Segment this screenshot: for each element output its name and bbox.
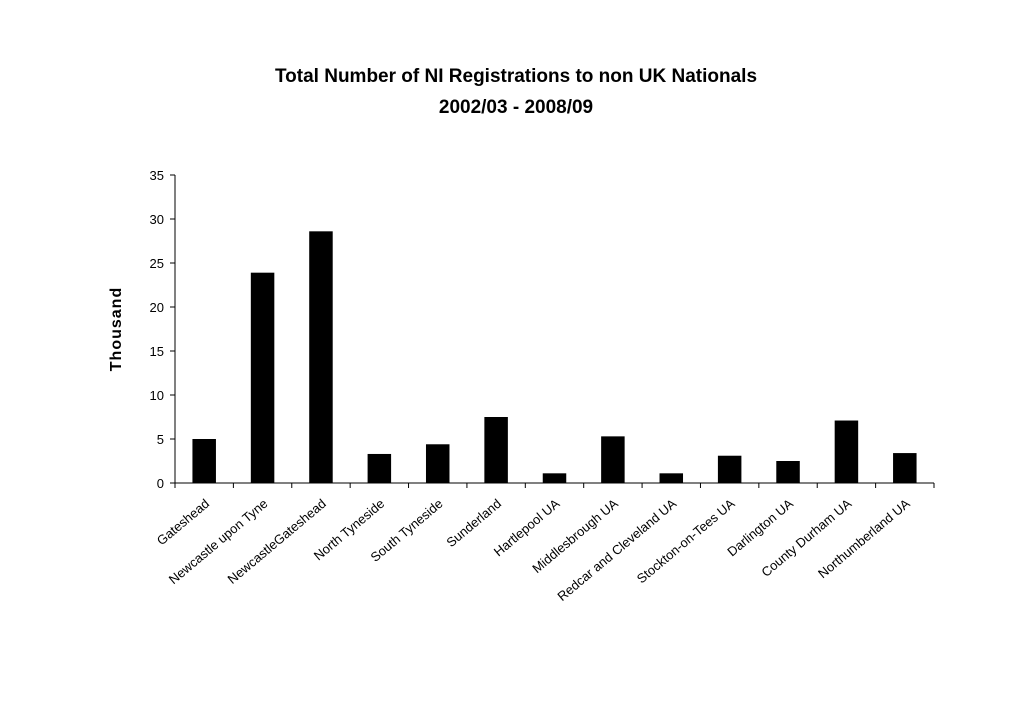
bar: [834, 420, 859, 483]
bar: [309, 231, 333, 483]
bars-group: [192, 231, 917, 483]
x-tick-label: Newcastle upon Tyne: [166, 496, 271, 587]
y-tick-label: 35: [150, 168, 164, 183]
bar: [250, 272, 275, 483]
y-tick-label: 0: [157, 476, 164, 491]
bar: [659, 473, 684, 483]
x-tick-label: NewcastleGateshead: [225, 496, 329, 587]
bar: [367, 453, 392, 483]
chart-subtitle: 2002/03 - 2008/09: [439, 97, 593, 118]
bar: [717, 455, 742, 483]
bar: [484, 417, 508, 483]
y-axis-label: Thousand: [108, 287, 125, 371]
y-tick-label: 5: [157, 432, 164, 447]
axes-group: [174, 175, 934, 484]
x-tick-label: Redcar and Cleveland UA: [554, 496, 679, 604]
y-tick-label: 25: [150, 256, 164, 271]
bar: [776, 461, 800, 483]
y-tick-label: 30: [150, 212, 164, 227]
bar: [893, 453, 917, 483]
y-ticks-group: 0 5 10 15 20 25 30 35: [150, 168, 175, 491]
x-tick-label: Stockton-on-Tees UA: [634, 496, 738, 587]
x-tick-label: Sunderland: [443, 496, 504, 550]
chart-title: Total Number of NI Registrations to non …: [275, 66, 757, 87]
bar: [192, 439, 216, 483]
y-tick-label: 20: [150, 300, 164, 315]
bar: [425, 444, 450, 483]
x-tick-label: Gateshead: [154, 496, 212, 548]
bar: [601, 436, 625, 483]
y-tick-label: 15: [150, 344, 164, 359]
bar: [542, 473, 567, 483]
y-tick-label: 10: [150, 388, 164, 403]
